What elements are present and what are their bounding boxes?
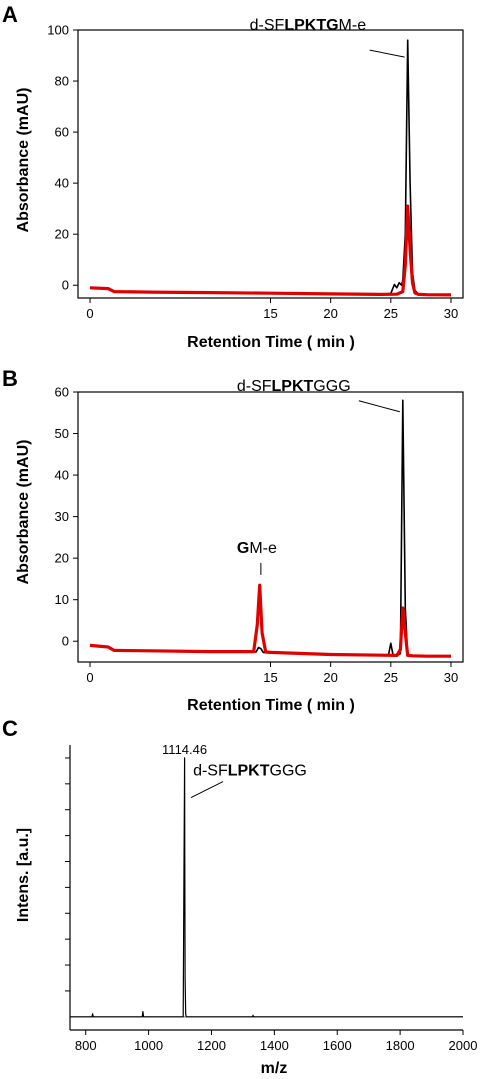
panel-c: C 800 1000 1200 1400 1600 1800 2000 1114.46 d-SF…: [2, 716, 477, 1077]
annotation-leader-line: [369, 49, 405, 58]
panel-a: A 0 15 20 25 30 0 20 40 60 80 100 d-SFLPKTGM-e Rete…: [2, 2, 464, 351]
x-tick-label: 1600: [323, 1038, 352, 1053]
x-tick-label: 0: [86, 306, 93, 321]
x-tick-label: 30: [444, 306, 458, 321]
y-tick-label: 50: [55, 426, 69, 441]
y-tick-label: 0: [62, 634, 69, 649]
annotation-part: d-SF: [193, 763, 228, 780]
peak-annotation: GM-e: [237, 540, 277, 557]
x-tick-label: 15: [263, 670, 277, 685]
x-axis-label-a: Retention Time ( min ): [187, 334, 355, 351]
annotation-part: d-SF: [237, 378, 272, 395]
annotation-bold-part: G: [237, 540, 249, 557]
x-tick-label: 800: [75, 1038, 97, 1053]
red-trace-a: [89, 204, 452, 297]
y-tick-label: 20: [55, 227, 69, 242]
x-tick-label: 25: [384, 670, 398, 685]
annotation-part: M-e: [339, 17, 367, 34]
y-tick-label: 30: [55, 509, 69, 524]
x-tick-label: 0: [86, 670, 93, 685]
y-tick-label: 60: [55, 385, 69, 400]
x-axis-label-c: m/z: [261, 1060, 288, 1077]
y-tick-label: 40: [55, 468, 69, 483]
black-trace-b: [89, 399, 451, 658]
x-tick-label: 2000: [449, 1038, 478, 1053]
x-tick-label: 1400: [260, 1038, 289, 1053]
annotation-part: GGG: [313, 378, 350, 395]
y-tick-label: 80: [55, 74, 69, 89]
annotation-part: d-SF: [250, 17, 285, 34]
y-tick-label: 100: [47, 23, 69, 38]
peak-annotation: d-SFLPKTGGG: [237, 378, 351, 395]
x-tick-label: 20: [323, 306, 337, 321]
x-tick-label: 20: [323, 670, 337, 685]
peak-mass-label: 1114.46: [162, 742, 207, 757]
x-tick-label: 25: [384, 306, 398, 321]
x-tick-label: 1000: [134, 1038, 163, 1053]
annotation-part: M-e: [249, 540, 277, 557]
x-tick-label: 30: [444, 670, 458, 685]
x-tick-label: 1200: [197, 1038, 226, 1053]
black-trace-a: [89, 39, 452, 296]
y-axis-label-a: Absorbance (mAU): [15, 88, 32, 233]
y-axis-label-c: Intens. [a.u.]: [15, 828, 32, 922]
peak-annotation: d-SFLPKTGM-e: [250, 17, 367, 34]
panel-letter-b: B: [2, 366, 18, 391]
annotation-bold-part: LPKTG: [284, 17, 338, 34]
annotation-part: GGG: [270, 763, 307, 780]
peak-annotation: d-SFLPKTGGG: [193, 763, 307, 780]
y-tick-label: 60: [55, 125, 69, 140]
annotation-leader-line: [190, 781, 224, 799]
y-tick-label: 40: [55, 176, 69, 191]
x-tick-label: 15: [263, 306, 277, 321]
panel-letter-c: C: [2, 716, 18, 741]
red-trace-b: [89, 583, 451, 658]
y-tick-label: 10: [55, 592, 69, 607]
x-axis-label-b: Retention Time ( min ): [187, 697, 355, 714]
annotation-bold-part: LPKT: [228, 763, 270, 780]
annotation-leader-line: [358, 400, 400, 413]
annotation-bold-part: LPKT: [272, 378, 314, 395]
y-tick-label: 0: [62, 278, 69, 293]
y-axis-label-b: Absorbance (mAU): [15, 440, 32, 585]
x-tick-label: 1800: [386, 1038, 415, 1053]
y-tick-label: 20: [55, 551, 69, 566]
panel-letter-a: A: [2, 2, 18, 27]
black-trace-c: [70, 757, 463, 1018]
